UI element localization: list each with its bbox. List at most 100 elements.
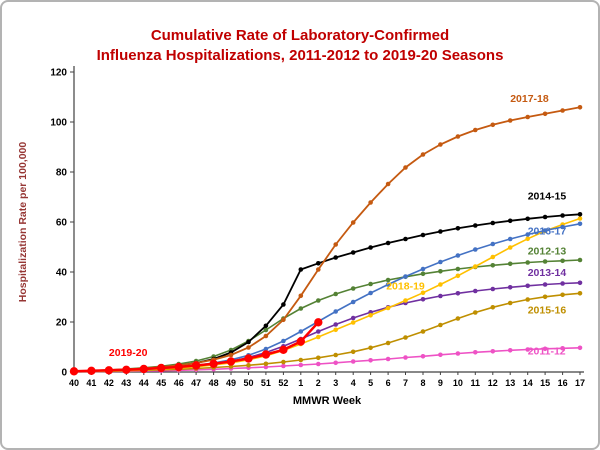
series-point-2018-19 [403,298,408,303]
series-point-2016-17 [333,309,339,314]
series-point-2018-19 [577,216,583,221]
y-tick-label: 60 [56,218,68,229]
series-point-2019-20 [261,350,271,359]
series-line-2017-18 [73,106,581,373]
chart-title: Cumulative Rate of Laboratory-Confirmed … [2,26,598,66]
series-point-2013-14 [560,281,565,286]
series-point-2018-19 [385,305,391,311]
series-label-2013-14: 2013-14 [528,267,567,279]
series-label-2017-18: 2017-18 [510,93,549,105]
series-point-2015-16 [350,349,356,355]
series-point-2011-12 [577,345,583,351]
series-point-2018-19 [473,264,478,269]
series-point-2015-16 [385,340,391,346]
series-point-2016-17 [438,259,443,265]
series-point-2012-13 [542,259,548,264]
series-label-2011-12: 2011-12 [528,346,566,358]
series-point-2012-13 [385,277,391,283]
series-point-2019-20 [226,357,236,366]
x-tick-label: 51 [261,378,271,388]
x-tick-label: 8 [420,378,425,388]
series-point-2019-20 [244,354,253,363]
series-point-2017-18 [263,333,269,339]
series-point-2012-13 [455,266,461,272]
series-point-2015-16 [246,363,251,368]
y-tick-label: 20 [56,318,68,329]
x-tick-label: 46 [174,378,184,388]
series-point-2017-18 [246,345,251,350]
series-point-2015-16 [525,297,530,302]
y-tick-label: 0 [61,368,67,379]
series-point-2011-12 [263,364,269,370]
series-point-2017-18 [525,114,530,120]
series-point-2015-16 [420,329,426,334]
x-axis-title: MMWR Week [293,395,362,407]
series-point-2014-15 [420,232,426,238]
series-point-2017-18 [420,152,426,157]
series-point-2013-14 [333,322,339,327]
series-point-2018-19 [525,236,530,242]
x-tick-label: 49 [226,378,236,388]
series-point-2017-18 [542,111,548,117]
series-point-2016-17 [350,299,356,305]
series-point-2015-16 [438,322,443,328]
series-point-2015-16 [577,291,583,296]
x-tick-label: 40 [69,378,79,388]
series-point-2011-12 [333,360,339,366]
series-point-2012-13 [560,258,565,264]
series-point-2017-18 [473,127,478,133]
series-point-2013-14 [316,329,321,334]
series-point-2016-17 [542,228,548,233]
series-point-2017-18 [403,165,408,170]
series-point-2019-20 [296,337,305,346]
series-point-2019-20 [87,366,96,375]
x-tick-label: 43 [121,378,131,388]
x-tick-label: 44 [139,378,149,388]
series-point-2018-19 [316,334,321,340]
series-point-2012-13 [420,271,426,277]
series-point-2014-15 [473,223,478,228]
x-tick-label: 48 [209,378,219,388]
series-point-2011-12 [507,348,513,353]
series-point-2015-16 [263,361,269,367]
series-point-2014-15 [316,261,321,266]
series-point-2014-15 [263,323,269,329]
series-point-2013-14 [490,286,496,292]
series-point-2011-12 [385,356,391,362]
series-point-2019-20 [279,345,288,354]
series-point-2013-14 [577,280,583,286]
series-point-2014-15 [350,250,356,255]
series-point-2013-14 [542,282,548,287]
series-point-2015-16 [507,300,513,306]
x-tick-label: 3 [333,378,338,388]
x-tick-label: 45 [156,378,166,388]
series-point-2018-19 [350,320,356,325]
x-tick-label: 11 [471,378,481,388]
series-point-2019-20 [69,367,79,376]
series-point-2019-20 [209,359,218,368]
x-tick-label: 42 [104,378,114,388]
series-point-2015-16 [281,359,286,365]
series-point-2013-14 [438,293,443,299]
series-point-2013-14 [507,285,513,290]
series-point-2015-16 [473,310,478,315]
x-tick-label: 9 [438,378,443,388]
series-point-2017-18 [490,122,496,128]
series-point-2012-13 [333,291,339,297]
series-line-2013-14 [73,282,581,373]
series-point-2015-16 [560,292,565,298]
series-point-2018-19 [455,273,461,279]
series-point-2014-15 [298,267,304,272]
series-label-2014-15: 2014-15 [528,191,567,203]
series-point-2019-20 [139,364,148,374]
series-point-2012-13 [350,286,356,291]
x-tick-label: 47 [191,378,201,388]
series-point-2012-13 [298,306,304,311]
series-point-2018-19 [438,282,443,287]
x-tick-label: 12 [488,378,498,388]
series-point-2018-19 [507,245,513,250]
series-point-2012-13 [438,269,443,274]
series-point-2015-16 [298,357,304,363]
